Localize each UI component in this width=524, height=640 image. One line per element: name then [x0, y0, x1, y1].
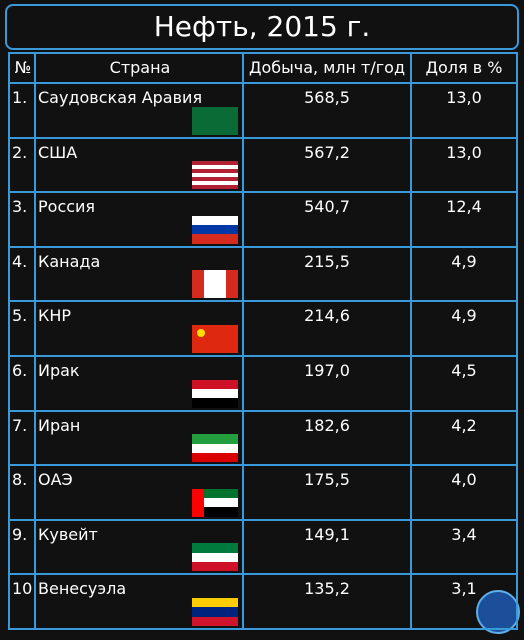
table-cell: 4,0: [410, 464, 518, 521]
table-cell: 7.: [8, 409, 36, 467]
flag-stripe: [192, 225, 238, 235]
flag-stripe: [192, 215, 238, 226]
table-cell: 3.: [8, 191, 36, 248]
table-cell: 4,5: [410, 355, 518, 412]
flag-stripe: [192, 106, 238, 135]
table-cell: 4.: [8, 245, 36, 303]
table-cell: 13,0: [410, 82, 518, 139]
flag-band: [192, 488, 204, 517]
flag-stripe: [192, 165, 238, 170]
flag: [192, 106, 238, 135]
flag: [192, 325, 238, 353]
table-cell: 567,2: [242, 136, 412, 194]
table-cell: 182,6: [242, 409, 412, 467]
flag: [192, 598, 238, 626]
table-cell: 8.: [8, 464, 36, 521]
flag-stripe: [192, 607, 238, 617]
flag-stripe: [192, 562, 238, 572]
flag: [192, 161, 238, 190]
flag-stripe: [192, 234, 238, 244]
table-cell: 568,5: [242, 82, 412, 139]
flag-stripe: [204, 270, 226, 299]
table-cell: 6.: [8, 355, 36, 412]
table-cell: 215,5: [242, 245, 412, 303]
flag: [192, 434, 238, 463]
table-cell: 4,9: [410, 245, 518, 303]
flag-stripe: [192, 498, 238, 508]
table-cell: 135,2: [242, 573, 412, 630]
flag: [192, 488, 238, 517]
flag-star: [197, 329, 205, 337]
flag-stripe: [192, 379, 238, 389]
flag-stripe: [192, 452, 238, 463]
flag: [192, 379, 238, 408]
flag-stripe: [192, 173, 238, 178]
header-cell: №: [8, 52, 36, 84]
flag-stripe: [192, 169, 238, 174]
flag-stripe: [192, 443, 238, 453]
flag-stripe: [192, 181, 238, 186]
header-cell: Страна: [34, 52, 244, 84]
flag: [192, 215, 238, 244]
table-cell: 13,0: [410, 136, 518, 194]
flag-stripe: [192, 398, 238, 408]
table-cell: 9.: [8, 518, 36, 576]
table-cell: 12,4: [410, 191, 518, 248]
table-cell: 3,4: [410, 518, 518, 576]
table-cell: 4,9: [410, 300, 518, 357]
flag-stripe: [192, 598, 238, 608]
flag-stripe: [192, 616, 238, 626]
table-cell: 149,1: [242, 518, 412, 576]
flag-stripe: [192, 552, 238, 563]
flag-stripe: [192, 543, 238, 553]
flag-stripe: [192, 507, 238, 517]
table-cell: 2.: [8, 136, 36, 194]
flag-stripe: [192, 185, 238, 190]
title: Нефть, 2015 г.: [5, 4, 519, 50]
table-cell: 197,0: [242, 355, 412, 412]
flag: [192, 543, 238, 572]
table-cell: 1.: [8, 82, 36, 139]
flag: [192, 270, 238, 299]
flag-stripe: [192, 177, 238, 182]
flag-stripe: [192, 434, 238, 444]
table-cell: 10: [8, 573, 36, 630]
flag-stripe: [192, 388, 238, 399]
table-cell: 5.: [8, 300, 36, 357]
logo: [476, 590, 520, 634]
table-cell: 3,1: [410, 573, 518, 630]
header-cell: Доля в %: [410, 52, 518, 84]
table-cell: 175,5: [242, 464, 412, 521]
table-cell: 214,6: [242, 300, 412, 357]
flag-stripe: [192, 488, 238, 499]
header-cell: Добыча, млн т/год: [242, 52, 412, 84]
flag-stripe: [192, 161, 238, 166]
table-cell: 4,2: [410, 409, 518, 467]
table-cell: 540,7: [242, 191, 412, 248]
